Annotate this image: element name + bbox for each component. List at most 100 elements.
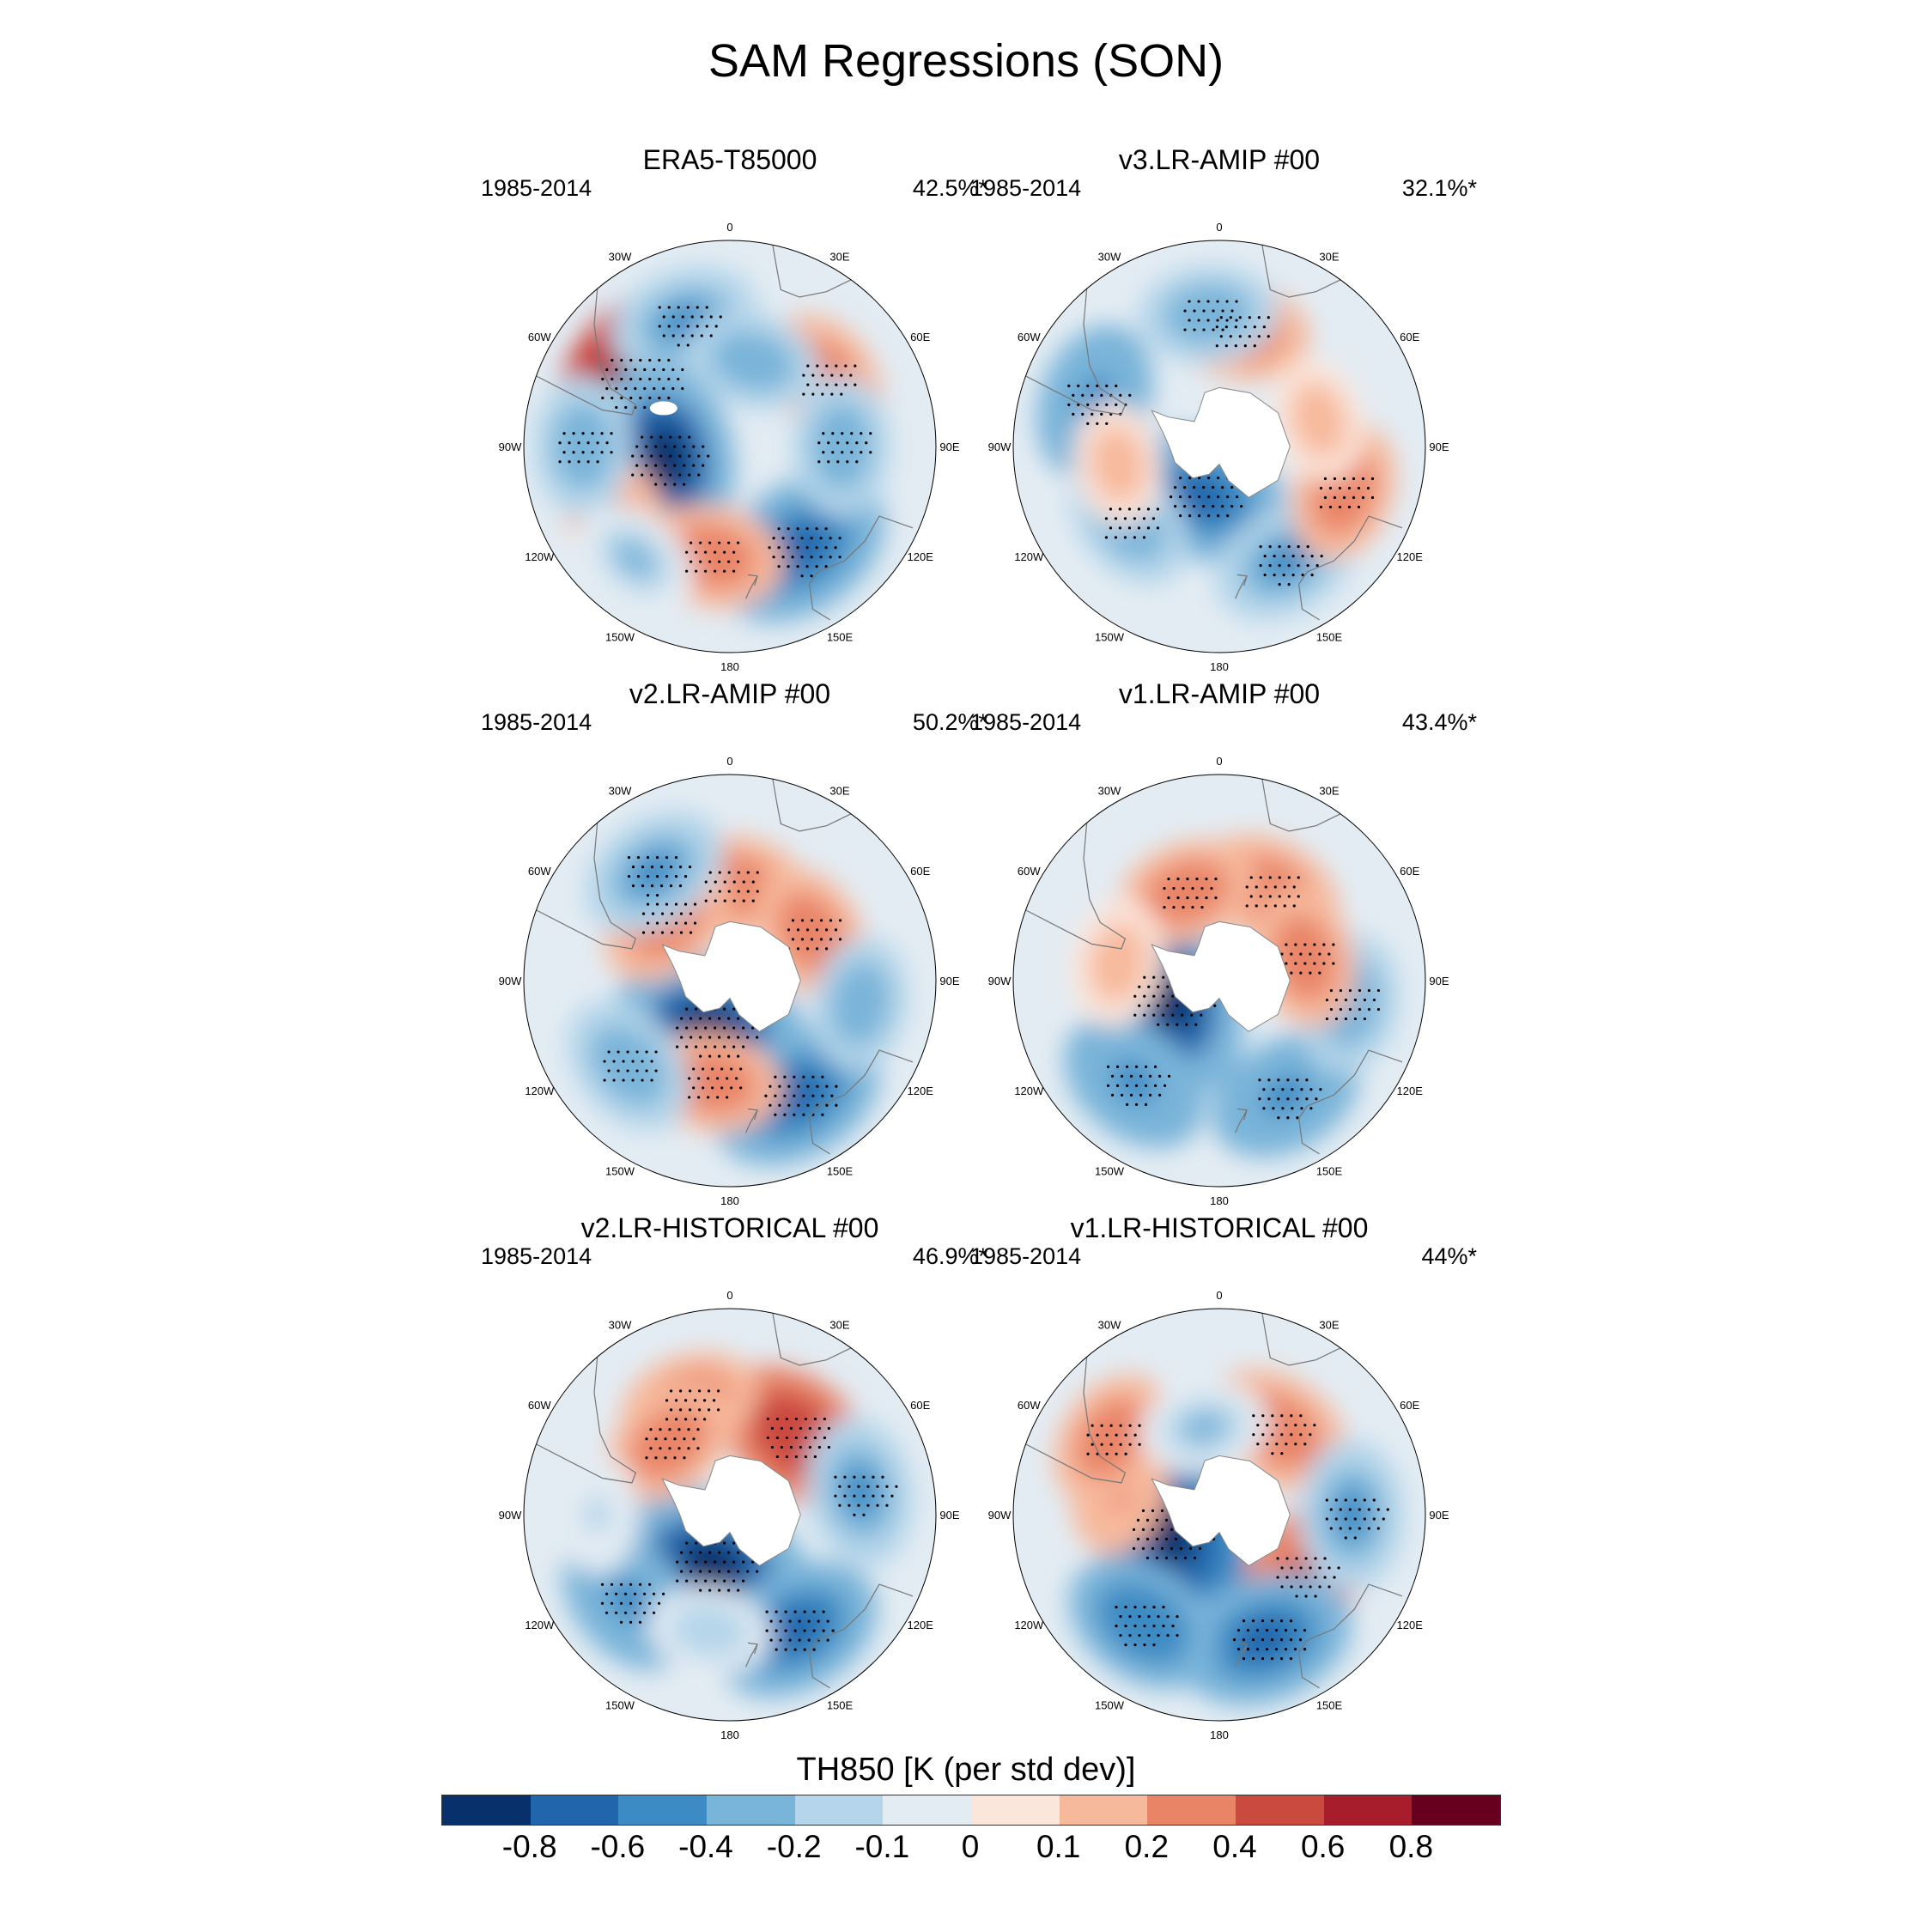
significance-dot [1329,1007,1334,1012]
significance-dot [1236,495,1239,499]
significance-dot [1224,325,1228,329]
significance-dot [676,1579,679,1583]
significance-dot [819,919,823,922]
anomaly-peak [1182,1413,1226,1443]
significance-dot [600,451,604,454]
significance-dot [806,1103,810,1107]
significance-dot [890,1494,894,1498]
significance-dot [796,928,800,932]
significance-dot [699,1570,702,1573]
significance-dot [1129,1074,1133,1078]
significance-dot [683,464,686,467]
significance-dot [695,1579,698,1583]
significance-dot [1123,517,1127,520]
longitude-label: 120E [1397,1084,1424,1097]
longitude-label: 0 [726,221,732,234]
significance-dot [689,912,693,915]
significance-dot [605,386,609,391]
colorbar-box [1147,1795,1236,1825]
significance-dot [1287,583,1291,586]
significance-dot [1305,1097,1309,1101]
significance-dot [611,358,614,362]
significance-dot [788,1638,792,1642]
significance-dot [1256,1424,1260,1427]
significance-dot [791,537,794,540]
significance-dot [1268,876,1272,879]
significance-dot [620,377,623,381]
significance-dot [1115,1606,1118,1609]
significance-dot [829,938,833,941]
significance-dot [751,899,755,902]
significance-dot [1229,335,1232,338]
significance-dot [1086,422,1090,425]
significance-dot [1255,885,1258,889]
significance-dot [808,1445,811,1449]
significance-dot [688,473,691,477]
significance-dot [732,899,736,902]
panel-period: 1985-2014 [481,175,592,201]
significance-dot [816,364,819,368]
significance-dot [865,441,868,445]
significance-dot [714,1026,717,1030]
significance-dot [746,1570,750,1573]
significance-dot [690,334,694,337]
significance-dot [1188,514,1192,518]
significance-dot [737,1017,740,1020]
longitude-label: 90E [1429,440,1449,453]
significance-dot [817,1619,820,1623]
significance-dot [1156,526,1160,530]
significance-dot [648,358,652,362]
significance-dot [1170,1546,1174,1550]
significance-dot [678,866,683,869]
significance-dot [1214,878,1218,881]
anomaly-peak [1334,1489,1370,1540]
colorbar-label: 0.2 [1124,1829,1170,1864]
significance-dot [685,1045,689,1048]
significance-dot [732,880,736,884]
significance-dot [665,1399,669,1402]
significance-dot [619,1620,623,1624]
significance-dot [664,1437,667,1441]
longitude-label: 0 [1216,221,1222,234]
significance-dot [636,875,641,878]
significance-dot [1193,486,1196,489]
significance-dot [831,1629,835,1632]
coastline [536,289,637,416]
coastline [808,515,914,621]
significance-dot [1077,403,1080,406]
significance-dot [831,451,835,454]
page-title: SAM Regressions (SON) [708,35,1224,87]
significance-dot [1262,1107,1266,1110]
significance-dot [737,541,740,544]
significance-dot [1106,1065,1110,1068]
longitude-label: 120E [908,550,934,563]
significance-dot [1188,300,1191,303]
significance-dot [681,315,684,319]
anomaly-peak [769,1072,824,1119]
significance-dot [1195,878,1199,881]
significance-dot [572,451,575,454]
significance-dot [810,938,814,941]
significance-dot [881,1475,884,1479]
significance-dot [1128,1443,1132,1446]
significance-dot [1339,1527,1342,1530]
significance-dot [1160,1509,1164,1512]
significance-dot [775,1610,778,1613]
significance-dot [826,1638,829,1642]
significance-dot [1191,906,1194,909]
significance-dot [1273,904,1277,908]
significance-dot [727,1017,731,1020]
significance-dot [770,1445,774,1449]
significance-dot [702,1086,705,1090]
significance-dot [668,1447,671,1450]
significance-dot [815,565,818,568]
significance-dot [730,1067,733,1071]
significance-dot [671,315,675,319]
significance-dot [1138,985,1141,988]
significance-dot [667,325,671,328]
significance-dot [683,875,688,878]
significance-dot [1128,393,1132,397]
significance-dot [1278,583,1281,586]
significance-dot [772,556,775,559]
significance-dot [723,1560,726,1564]
